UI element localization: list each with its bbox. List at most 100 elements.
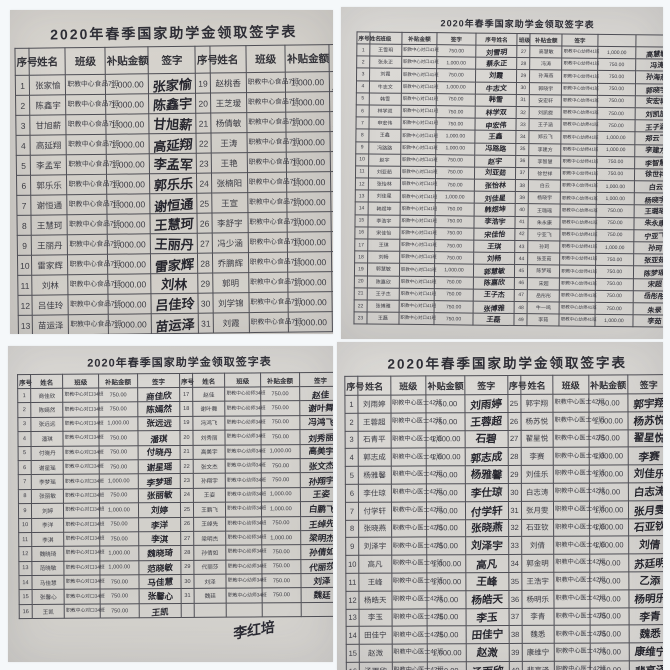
cell-no: 11 <box>17 275 33 296</box>
cell-amount: 750.00 <box>434 288 474 302</box>
page-title: 2020年春季国家助学金领取签字表 <box>87 356 272 370</box>
cell-name: 杨苏悦 <box>520 412 554 431</box>
signature-handwriting: 苗运泽 <box>154 316 196 334</box>
signature-handwriting: 岳彤彤 <box>643 293 663 302</box>
cell-signature: 杨皓天 <box>466 590 509 609</box>
cell-name <box>194 603 227 618</box>
cell-signature: 杨晓宇 <box>634 193 663 206</box>
document-page-bottom-right: 2020年春季国家助学金领取签字表 序号 姓名 班级 补贴金额 签字 序号 姓名 班级 补贴金额… <box>337 342 663 670</box>
cell-signature: 王璐瑶 <box>634 205 663 218</box>
cell-signature: 刘佳乐 <box>628 464 663 483</box>
cell-signature: 徐世祥 <box>634 168 663 182</box>
cell-class: 职教中心对口34班 <box>64 589 105 605</box>
cell-amount: 750.00 <box>100 589 140 604</box>
cell-signature: 吕佳玲 <box>151 293 199 314</box>
cell-class: 职教中心对口41班 <box>401 56 439 70</box>
cell-signature: 申宏伟 <box>474 118 517 131</box>
signature-handwriting: 韩雪 <box>488 96 504 105</box>
cell-no: 18 <box>354 251 368 264</box>
signature-handwriting: 汤雨欣 <box>471 663 504 670</box>
cell-class: 职教中心医士42班 <box>391 608 443 627</box>
cell-signature: 李建方 <box>634 144 663 157</box>
cell-amount: 1,000.00 <box>287 251 332 273</box>
cell-signature: 翟星悦 <box>627 429 663 448</box>
signature-handwriting: 王姿 <box>312 489 331 500</box>
cell-no: 30 <box>507 483 521 502</box>
cell-name: 杨倩敏 <box>210 112 247 134</box>
cell-name: 雷家辉 <box>31 254 69 276</box>
cell-no: 7 <box>18 474 32 490</box>
cell-no: 5 <box>356 92 370 105</box>
cell-no: 27 <box>180 531 194 546</box>
cell-amount: 750.00 <box>436 105 475 119</box>
cell-amount: 750.00 <box>434 312 473 326</box>
cell-no: 26 <box>197 213 212 234</box>
cell-name: 杨明乐 <box>521 590 555 608</box>
signature-handwriting: 李青 <box>638 610 661 625</box>
signature-handwriting: 陈嘉欣 <box>483 279 505 288</box>
cell-amount: 1,000.00 <box>260 444 300 459</box>
cell-amount: 750.00 <box>435 178 475 192</box>
cell-name: 陈嫣然 <box>30 402 64 418</box>
cell-amount: 1,000.00 <box>106 153 150 175</box>
table-row: 1 刘雨婷 职教中心医士42班 750.00 刘雨婷 25 郭宇翔 职教中心医士42班 750.… <box>344 393 663 414</box>
cell-amount: 1,000.00 <box>99 474 139 489</box>
cell-class: 职教中心对口34班 <box>63 402 104 418</box>
cell-signature: 郭志成 <box>465 447 508 466</box>
cell-no: 25 <box>197 193 212 214</box>
cell-amount: 1,000.00 <box>435 190 475 204</box>
cell-name: 王涛 <box>210 132 248 154</box>
cell-amount: 750.00 <box>99 488 139 504</box>
cell-name: 郭志成 <box>358 448 391 467</box>
cell-amount: 1,000.00 <box>596 131 636 145</box>
cell-class: 职教中心医士42班 <box>553 483 605 502</box>
table-row: 12 杨皓天 职教中心医士42班 750.00 杨皓天 36 杨明乐 职教中心医士42班 750… <box>345 589 663 609</box>
signature-handwriting: 谢星瑶 <box>145 461 173 473</box>
signature-handwriting: 刘亚茹 <box>484 169 506 178</box>
cell-class: 职教中心幼师34班 <box>226 588 267 604</box>
signature-handwriting: 韩煜坤 <box>483 206 506 215</box>
cell-class: 职教中心幼师41班 <box>561 131 598 144</box>
cell-class: 职教中心对口34班 <box>64 546 105 561</box>
cell-amount: 750.00 <box>595 253 634 267</box>
cell-signature: 李舒宇 <box>330 211 333 232</box>
signature-handwriting: 刘佳乐 <box>632 467 663 481</box>
cell-no: 15 <box>354 214 368 227</box>
cell-class: 职教中心对口34班 <box>63 474 104 490</box>
paper-sheet: 2020年春季国家助学金领取签字表 序号姓名班级补贴金额签字序号姓名班级补贴金额… <box>10 10 333 334</box>
cell-amount: 750.00 <box>435 166 475 180</box>
cell-name: 冯路路 <box>368 141 401 154</box>
cell-signature: 康桃香 <box>329 71 333 92</box>
cell-amount: 1,000.00 <box>99 502 139 518</box>
cell-class: 职教中心对口34班 <box>63 488 104 504</box>
cell-class: 职教中心食品7班 <box>67 214 120 235</box>
cell-signature: 苏廷明 <box>628 553 663 572</box>
cell-signature: 魏耀敏 <box>329 111 333 132</box>
cell-no: 36 <box>516 155 530 168</box>
cell-no: 13 <box>18 561 32 576</box>
cell-signature: 刘林 <box>151 273 199 294</box>
cell-amount: 750.00 <box>99 459 139 475</box>
signature-handwriting: 付学轩 <box>470 504 504 519</box>
table-row: 23 王磊 职教中心对口41班 750.00 王磊 49 李茹 职教中心幼师41班 1,000.… <box>353 311 663 328</box>
cell-signature: 郭明 <box>331 271 333 292</box>
signature-handwriting: 王鑫 <box>488 133 503 141</box>
cell-signature: 郭乐乐 <box>149 173 198 194</box>
cell-no: 15 <box>19 590 33 605</box>
cell-class: 职教中心对口34班 <box>64 531 104 547</box>
cell-class: 职教中心幼师34班 <box>226 545 267 560</box>
cell-amount: 1,000.00 <box>595 192 635 206</box>
cell-class: 职教中心对口41班 <box>399 227 437 240</box>
column-header: 签字 <box>148 46 196 74</box>
cell-amount: 1,000.00 <box>286 171 331 193</box>
document-page-top-right: 2020年春季国家助学金领取签字表 序号姓名 班级 补贴金额 签字 序号姓名 班级 补贴金额… <box>341 7 663 339</box>
cell-class: 职教中心食品7班 <box>246 72 299 93</box>
signature-handwriting: 冯鸿飞 <box>307 417 333 428</box>
signature-handwriting: 翟星悦 <box>632 432 663 446</box>
cell-amount: 750.00 <box>261 559 301 575</box>
cell-signature: 郑云飞 <box>635 132 663 145</box>
cell-class: 职教中心对口34班 <box>63 460 104 475</box>
signature-handwriting: 李梦瑶 <box>145 476 173 489</box>
cell-signature: 王琪 <box>473 240 516 253</box>
cell-name: 陈嘉欣 <box>367 275 400 289</box>
